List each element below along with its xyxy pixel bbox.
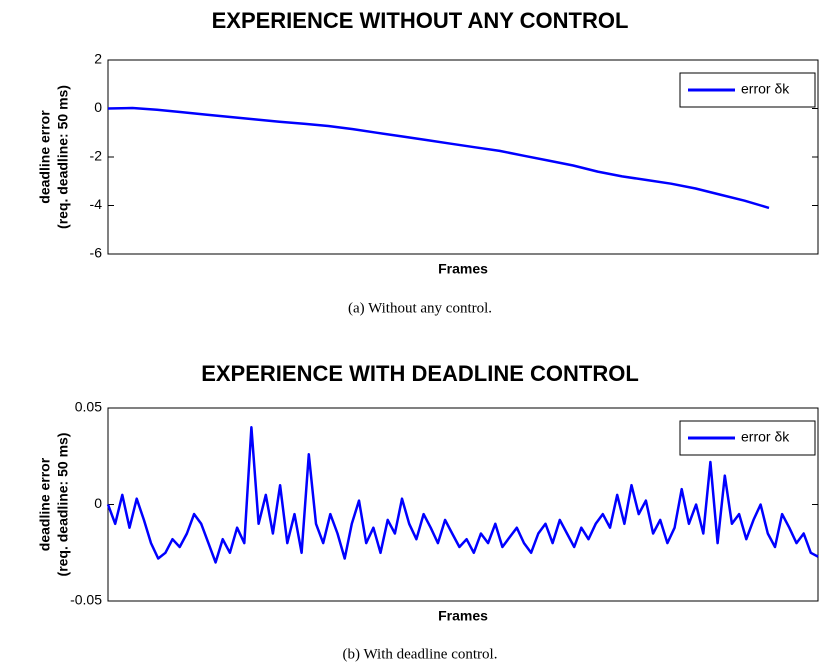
y-tick-label: 0.05 bbox=[75, 399, 102, 415]
y-axis-label: (req. deadline: 50 ms) bbox=[55, 85, 71, 229]
y-axis-label: deadline error bbox=[37, 110, 53, 204]
y-axis-label: deadline error bbox=[37, 457, 53, 551]
y-axis-label: (req. deadline: 50 ms) bbox=[55, 433, 71, 577]
chart-title: EXPERIENCE WITH DEADLINE CONTROL bbox=[201, 361, 639, 386]
data-line bbox=[107, 106, 770, 210]
y-tick-label: 0 bbox=[94, 495, 102, 511]
data-line bbox=[106, 426, 819, 564]
figure-caption: (b) With deadline control. bbox=[343, 646, 498, 662]
y-tick-label: -4 bbox=[90, 196, 103, 212]
chart-title: EXPERIENCE WITHOUT ANY CONTROL bbox=[212, 8, 629, 33]
y-tick-label: -6 bbox=[90, 245, 103, 261]
y-tick-label: -0.05 bbox=[70, 592, 102, 608]
figure-caption: (a) Without any control. bbox=[348, 300, 492, 316]
legend-label: error δk bbox=[741, 81, 790, 97]
y-tick-label: 0 bbox=[94, 99, 102, 115]
x-axis-label: Frames bbox=[438, 261, 488, 277]
legend-label: error δk bbox=[741, 429, 790, 445]
x-axis-label: Frames bbox=[438, 608, 488, 624]
y-tick-label: 2 bbox=[94, 51, 102, 67]
y-tick-label: -2 bbox=[90, 148, 103, 164]
